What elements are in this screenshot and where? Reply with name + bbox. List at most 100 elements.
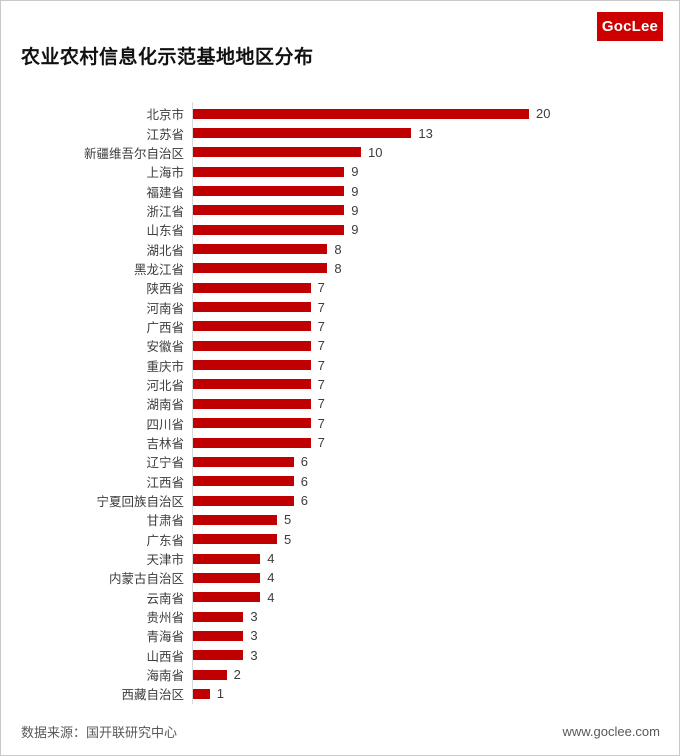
bar-wrap: 5 — [193, 512, 291, 527]
bar-chart: 北京市 20 江苏省 13 新疆维吾尔自治区 10 上海市 9 福建省 9 浙江省 9 山东省 9 湖北省 8… — [1, 102, 679, 704]
category-label: 天津市 — [146, 553, 184, 568]
bar — [193, 688, 210, 699]
value-label: 9 — [351, 164, 359, 180]
value-label: 9 — [351, 202, 359, 218]
category-label: 山东省 — [146, 224, 184, 239]
chart-row: 湖南省 7 — [1, 394, 679, 413]
chart-row: 江西省 6 — [1, 472, 679, 491]
website-link[interactable]: www.goclee.com — [562, 724, 660, 739]
bar-wrap: 7 — [193, 338, 325, 353]
category-label: 河南省 — [146, 301, 184, 316]
category-label: 广东省 — [146, 533, 184, 548]
value-label: 6 — [300, 473, 309, 489]
category-label: 西藏自治区 — [121, 688, 184, 703]
bar-wrap: 5 — [193, 532, 291, 547]
bar-wrap: 6 — [193, 454, 308, 469]
category-label: 北京市 — [146, 108, 184, 123]
bar — [193, 360, 311, 371]
bar-wrap: 1 — [193, 686, 224, 701]
value-label: 13 — [418, 125, 433, 141]
chart-row: 甘肃省 5 — [1, 510, 679, 529]
brand-logo: GocLee — [597, 12, 663, 41]
value-label: 7 — [317, 338, 325, 354]
chart-row: 浙江省 9 — [1, 201, 679, 220]
chart-row: 贵州省 3 — [1, 607, 679, 626]
bar-wrap: 4 — [193, 551, 274, 566]
value-label: 3 — [250, 647, 258, 663]
bar-wrap: 3 — [193, 648, 258, 663]
bar-wrap: 2 — [193, 667, 241, 682]
bar — [193, 186, 345, 197]
category-label: 新疆维吾尔自治区 — [83, 146, 184, 161]
chart-row: 吉林省 7 — [1, 433, 679, 452]
category-label: 河北省 — [146, 378, 184, 393]
chart-row: 青海省 3 — [1, 626, 679, 645]
chart-row: 宁夏回族自治区 6 — [1, 491, 679, 510]
bar-wrap: 9 — [193, 222, 358, 237]
value-label: 7 — [317, 280, 325, 296]
bar-wrap: 7 — [193, 435, 325, 450]
chart-row: 上海市 9 — [1, 162, 679, 181]
category-label: 上海市 — [146, 166, 184, 181]
value-label: 4 — [267, 570, 275, 586]
bar-wrap: 20 — [193, 106, 550, 121]
value-label: 6 — [300, 493, 309, 509]
bar — [193, 534, 277, 545]
value-label: 3 — [250, 609, 258, 625]
bar — [193, 611, 244, 622]
category-label: 湖南省 — [146, 398, 184, 413]
bar-wrap: 7 — [193, 358, 325, 373]
chart-row: 河南省 7 — [1, 297, 679, 316]
category-label: 湖北省 — [146, 243, 184, 258]
bar — [193, 514, 277, 525]
category-label: 四川省 — [146, 417, 184, 432]
bar-wrap: 3 — [193, 628, 258, 643]
value-label: 7 — [317, 415, 325, 431]
category-label: 云南省 — [146, 591, 184, 606]
chart-row: 山西省 3 — [1, 646, 679, 665]
bar-wrap: 9 — [193, 164, 358, 179]
bar-wrap: 7 — [193, 377, 325, 392]
chart-row: 西藏自治区 1 — [1, 684, 679, 703]
category-label: 青海省 — [146, 630, 184, 645]
chart-row: 山东省 9 — [1, 220, 679, 239]
value-label: 9 — [351, 183, 359, 199]
bar-wrap: 7 — [193, 319, 325, 334]
brand-logo-text: GocLee — [601, 18, 659, 35]
category-label: 陕西省 — [146, 282, 184, 297]
value-label: 7 — [317, 299, 325, 315]
chart-row: 广东省 5 — [1, 530, 679, 549]
chart-row: 黑龙江省 8 — [1, 259, 679, 278]
bar-wrap: 7 — [193, 416, 325, 431]
chart-row: 四川省 7 — [1, 414, 679, 433]
value-label: 8 — [334, 260, 342, 276]
category-label: 海南省 — [146, 669, 184, 684]
bar-wrap: 7 — [193, 280, 325, 295]
category-label: 贵州省 — [146, 611, 184, 626]
bar-wrap: 8 — [193, 242, 342, 257]
value-label: 20 — [536, 106, 551, 122]
chart-row: 云南省 4 — [1, 588, 679, 607]
category-label: 宁夏回族自治区 — [96, 495, 184, 510]
data-source-text: 数据来源：国开联研究中心 — [21, 725, 178, 740]
bar-wrap: 6 — [193, 493, 308, 508]
category-label: 内蒙古自治区 — [108, 572, 184, 587]
chart-title: 农业农村信息化示范基地地区分布 — [21, 47, 314, 68]
category-label: 甘肃省 — [146, 514, 184, 529]
category-label: 安徽省 — [146, 340, 184, 355]
chart-row: 重庆市 7 — [1, 355, 679, 374]
bar-wrap: 3 — [193, 609, 258, 624]
bar — [193, 418, 311, 429]
bar-wrap: 8 — [193, 261, 342, 276]
bar — [193, 205, 345, 216]
bar — [193, 321, 311, 332]
bar-wrap: 9 — [193, 184, 358, 199]
footer: 数据来源：国开联研究中心 www.goclee.com — [21, 722, 660, 741]
bar — [193, 379, 311, 390]
bar — [193, 128, 412, 139]
category-label: 重庆市 — [146, 359, 184, 374]
category-label: 山西省 — [146, 649, 184, 664]
value-label: 8 — [334, 241, 342, 257]
bar — [193, 224, 345, 235]
bar-wrap: 13 — [193, 126, 433, 141]
